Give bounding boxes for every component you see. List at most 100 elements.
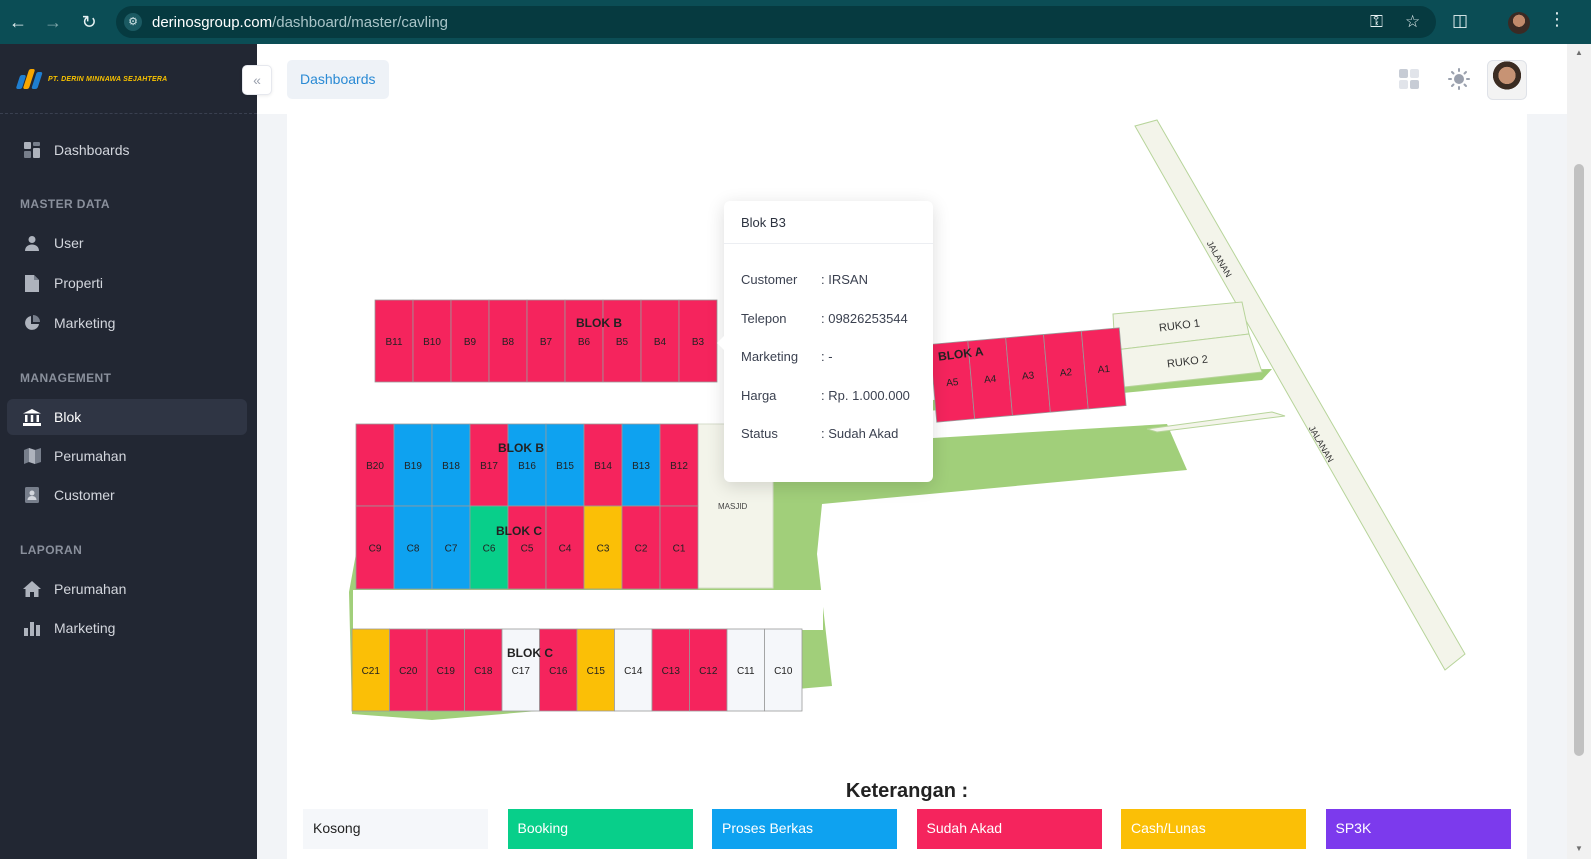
plot-b18[interactable]: B18 xyxy=(431,423,471,507)
sidebar-item-label: Blok xyxy=(54,409,82,425)
plot-b8[interactable]: B8 xyxy=(488,299,528,383)
browser-toolbar: ← → ↻ ⚙ derinosgroup.com/dashboard/maste… xyxy=(0,0,1591,44)
apps-grid-icon[interactable] xyxy=(1398,68,1420,90)
plot-c5[interactable]: C5 xyxy=(507,505,547,590)
breadcrumb[interactable]: Dashboards xyxy=(287,60,389,99)
plot-b4[interactable]: B4 xyxy=(640,299,680,383)
plot-label: A1 xyxy=(1097,364,1111,376)
browser-profile-avatar[interactable] xyxy=(1508,12,1530,34)
plot-label: C12 xyxy=(699,666,718,677)
plot-label: C20 xyxy=(399,666,418,677)
sidebar-item-properti[interactable]: Properti xyxy=(7,265,247,301)
plot-b19[interactable]: B19 xyxy=(393,423,433,507)
plot-c7[interactable]: C7 xyxy=(431,505,471,590)
plot-c14[interactable]: C14 xyxy=(614,628,653,712)
side-road xyxy=(1146,411,1286,433)
browser-menu-icon[interactable]: ⋮ xyxy=(1548,9,1566,29)
site-settings-icon[interactable]: ⚙ xyxy=(124,13,142,31)
plot-b12[interactable]: B12 xyxy=(659,423,699,507)
scroll-up-icon[interactable]: ▲ xyxy=(1575,48,1583,57)
section-management: MANAGEMENT xyxy=(20,371,112,385)
plot-c13[interactable]: C13 xyxy=(651,628,690,712)
plot-label: B14 xyxy=(594,461,612,472)
plot-c4[interactable]: C4 xyxy=(545,505,585,590)
sidebar-item-laporan-perumahan[interactable]: Perumahan xyxy=(7,571,247,607)
plot-c9[interactable]: C9 xyxy=(355,505,395,590)
plot-b17[interactable]: B17 xyxy=(469,423,509,507)
plot-b14[interactable]: B14 xyxy=(583,423,623,507)
plot-label: C16 xyxy=(549,666,568,677)
plot-c12[interactable]: C12 xyxy=(689,628,728,712)
sidebar-item-blok[interactable]: Blok xyxy=(7,399,247,435)
sidebar-item-perumahan[interactable]: Perumahan xyxy=(7,438,247,474)
plot-c15[interactable]: C15 xyxy=(576,628,615,712)
logo-mark-icon xyxy=(15,67,44,91)
plot-c21[interactable]: C21 xyxy=(351,628,390,712)
plot-c18[interactable]: C18 xyxy=(464,628,503,712)
tooltip-row-customer: Customer: IRSAN xyxy=(741,272,868,287)
bookmark-star-icon[interactable]: ☆ xyxy=(1405,12,1421,31)
plot-b15[interactable]: B15 xyxy=(545,423,585,507)
plot-label: C1 xyxy=(673,544,686,555)
label-blok-c-mid: BLOK C xyxy=(496,524,542,538)
grid-icon xyxy=(23,141,41,159)
plot-b13[interactable]: B13 xyxy=(621,423,661,507)
plot-b20[interactable]: B20 xyxy=(355,423,395,507)
sidebar-item-user[interactable]: User xyxy=(7,225,247,261)
password-key-icon[interactable]: ⚿ xyxy=(1370,12,1383,31)
plot-b5[interactable]: B5 xyxy=(602,299,642,383)
plot-b10[interactable]: B10 xyxy=(412,299,452,383)
sidebar-item-marketing[interactable]: Marketing xyxy=(7,305,247,341)
plot-c6[interactable]: C6 xyxy=(469,505,509,590)
plot-c10[interactable]: C10 xyxy=(764,628,803,712)
plot-label: B6 xyxy=(578,337,591,348)
back-arrow-icon[interactable]: ← xyxy=(9,12,27,32)
extensions-icon[interactable]: ◫ xyxy=(1452,11,1469,30)
plot-b6[interactable]: B6 xyxy=(564,299,604,383)
plot-label: B13 xyxy=(632,461,650,472)
plot-label: C9 xyxy=(369,544,382,555)
user-avatar[interactable] xyxy=(1487,60,1527,100)
plot-label: C5 xyxy=(521,544,534,555)
theme-sun-icon[interactable] xyxy=(1448,68,1470,90)
tooltip-row-marketing: Marketing: - xyxy=(741,349,833,364)
plot-b7[interactable]: B7 xyxy=(526,299,566,383)
url-text[interactable]: derinosgroup.com/dashboard/master/cavlin… xyxy=(152,14,449,31)
sidebar-item-laporan-marketing[interactable]: Marketing xyxy=(7,610,247,646)
plot-c3[interactable]: C3 xyxy=(583,505,623,590)
page-scrollbar[interactable]: ▲ ▼ xyxy=(1567,44,1591,859)
address-bar[interactable]: ⚙ derinosgroup.com/dashboard/master/cavl… xyxy=(116,6,1436,38)
plot-c20[interactable]: C20 xyxy=(389,628,428,712)
scroll-down-icon[interactable]: ▼ xyxy=(1575,844,1583,853)
sidebar-item-label: Customer xyxy=(54,487,115,503)
plot-c2[interactable]: C2 xyxy=(621,505,661,590)
sidebar-item-dashboards[interactable]: Dashboards xyxy=(7,132,247,168)
scroll-thumb[interactable] xyxy=(1574,164,1584,756)
tooltip-title: Blok B3 xyxy=(741,215,786,230)
reload-icon[interactable]: ↻ xyxy=(81,12,97,32)
plot-label: B18 xyxy=(442,461,460,472)
plot-c1[interactable]: C1 xyxy=(659,505,699,590)
map-icon xyxy=(23,447,41,465)
plot-b3[interactable]: B3 xyxy=(678,299,718,383)
plot-a1[interactable]: A1 xyxy=(1080,327,1127,410)
plot-c16[interactable]: C16 xyxy=(539,628,578,712)
plot-c19[interactable]: C19 xyxy=(426,628,465,712)
plot-b16[interactable]: B16 xyxy=(507,423,547,507)
plot-label: A5 xyxy=(946,377,960,389)
plot-a3[interactable]: A3 xyxy=(1005,334,1051,416)
plot-b9[interactable]: B9 xyxy=(450,299,490,383)
plot-label: B11 xyxy=(385,337,402,348)
tooltip-arrow xyxy=(717,336,724,350)
sidebar-item-customer[interactable]: Customer xyxy=(7,477,247,513)
plot-label: A3 xyxy=(1022,370,1036,382)
plot-c11[interactable]: C11 xyxy=(726,628,765,712)
forward-arrow-icon[interactable]: → xyxy=(44,12,62,32)
plot-b11[interactable]: B11 xyxy=(374,299,414,383)
plot-c8[interactable]: C8 xyxy=(393,505,433,590)
plot-c17[interactable]: C17 xyxy=(501,628,540,712)
plot-a2[interactable]: A2 xyxy=(1043,330,1089,413)
plot-a5[interactable]: A5 xyxy=(929,340,976,423)
collapse-sidebar-icon[interactable]: « xyxy=(242,65,272,95)
company-logo[interactable]: PT. DERIN MINNAWA SEJAHTERA xyxy=(15,66,167,92)
